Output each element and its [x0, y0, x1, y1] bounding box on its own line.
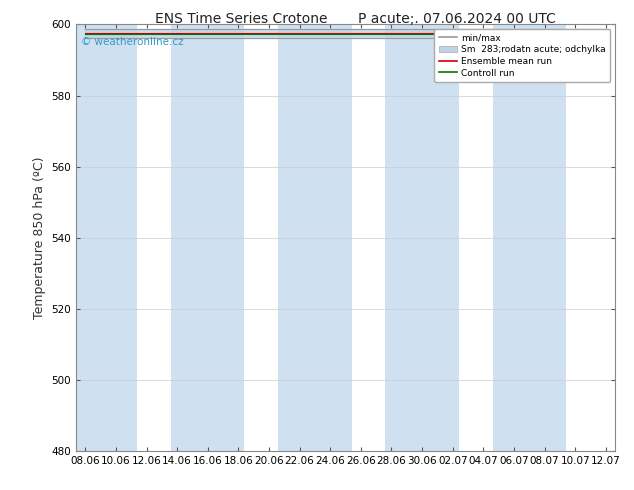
Bar [385, 24, 459, 451]
Text: P acute;. 07.06.2024 00 UTC: P acute;. 07.06.2024 00 UTC [358, 12, 555, 26]
Text: ENS Time Series Crotone: ENS Time Series Crotone [155, 12, 327, 26]
Text: © weatheronline.cz: © weatheronline.cz [81, 37, 184, 48]
Bar [278, 24, 352, 451]
Legend: min/max, Sm  283;rodatn acute; odchylka, Ensemble mean run, Controll run: min/max, Sm 283;rodatn acute; odchylka, … [434, 29, 611, 82]
Bar [171, 24, 245, 451]
Bar [493, 24, 566, 451]
Y-axis label: Temperature 850 hPa (ºC): Temperature 850 hPa (ºC) [33, 156, 46, 319]
Bar [64, 24, 138, 451]
